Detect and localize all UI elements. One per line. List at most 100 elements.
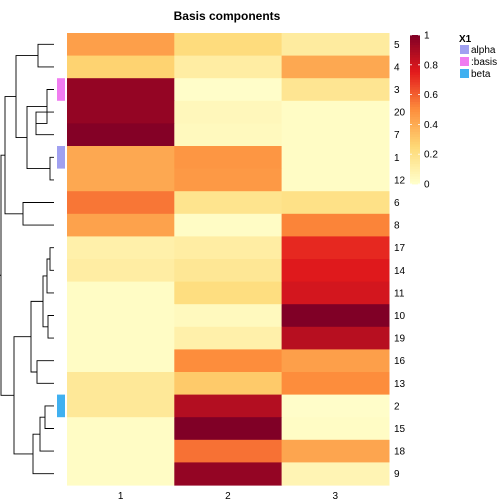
colorbar-segment xyxy=(410,35,420,38)
colorbar-segment xyxy=(410,109,420,113)
heatmap-cell-10-2 xyxy=(174,304,283,328)
heatmap-cell-12-3 xyxy=(281,168,390,192)
row-label: 20 xyxy=(394,108,406,119)
row-label: 6 xyxy=(394,198,400,209)
heatmap-cell-14-2 xyxy=(174,259,283,283)
colorbar-segment xyxy=(410,146,420,150)
row-label: 16 xyxy=(394,356,406,367)
row-annotation-track xyxy=(57,78,65,418)
colorbar-segment xyxy=(410,57,420,61)
colorbar-segment xyxy=(410,99,420,103)
colorbar-segment xyxy=(410,164,420,168)
heatmap-cell-3-2 xyxy=(174,78,283,102)
heatmap-cell-15-3 xyxy=(281,417,390,441)
heatmap-cell-9-1 xyxy=(67,462,175,486)
colorbar-segment xyxy=(410,179,420,182)
colorbar: 0 0.2 0.4 0.6 0.8 1 xyxy=(410,31,438,191)
heatmap-cell-16-3 xyxy=(281,349,390,373)
heatmap-cell-15-1 xyxy=(67,417,175,441)
colorbar-segment xyxy=(410,79,420,83)
colorbar-segment xyxy=(410,47,420,51)
colorbar-segment xyxy=(410,64,420,68)
annotation-legend-label: beta xyxy=(471,69,491,80)
heatmap-cell-8-3 xyxy=(281,213,390,237)
colorbar-segment xyxy=(410,176,420,180)
colorbar-segment xyxy=(410,144,420,148)
heatmap-cells xyxy=(67,33,390,486)
heatmap-cell-13-2 xyxy=(174,372,283,396)
row-label: 17 xyxy=(394,243,406,254)
dendrogram-branch xyxy=(0,154,14,396)
colorbar-segment xyxy=(410,126,420,130)
colorbar-segment xyxy=(410,44,420,48)
heatmap-cell-19-2 xyxy=(174,326,283,350)
annotation-legend-swatch xyxy=(460,69,469,78)
colorbar-segment xyxy=(410,59,420,63)
dendrogram-branch xyxy=(44,405,54,429)
annotation-legend-label: alpha xyxy=(471,45,496,56)
heatmap-cell-4-3 xyxy=(281,55,390,79)
colorbar-segment xyxy=(410,97,420,100)
heatmap-cell-1-2 xyxy=(174,146,283,170)
colorbar-segment xyxy=(410,161,420,165)
row-label: 19 xyxy=(394,334,406,345)
colorbar-segment xyxy=(410,124,420,128)
heatmap-cell-9-2 xyxy=(174,462,283,486)
colorbar-segment xyxy=(410,69,420,73)
row-label: 18 xyxy=(394,447,406,458)
colorbar-segment xyxy=(410,136,420,140)
colorbar-segment xyxy=(410,174,420,177)
heatmap-cell-18-3 xyxy=(281,439,390,463)
colorbar-tick-label: 0.2 xyxy=(424,150,438,161)
row-label: 1 xyxy=(394,153,400,164)
row-label: 15 xyxy=(394,424,406,435)
heatmap-cell-10-3 xyxy=(281,304,390,328)
heatmap-cell-19-3 xyxy=(281,326,390,350)
annotation-cell-beta xyxy=(57,394,65,418)
heatmap-cell-18-2 xyxy=(174,439,283,463)
colorbar-segment xyxy=(410,42,420,46)
heatmap-cell-2-1 xyxy=(67,394,175,418)
colorbar-segment xyxy=(410,116,420,120)
annotation-legend-label: :basis xyxy=(471,57,497,68)
heatmap-cell-11-1 xyxy=(67,281,175,305)
chart-title: Basis components xyxy=(174,9,281,23)
row-label: 11 xyxy=(394,288,405,299)
dendrogram-branch xyxy=(47,315,54,339)
colorbar-segment xyxy=(410,37,420,41)
heatmap-cell-7-3 xyxy=(281,123,390,147)
colorbar-tick-label: 0.8 xyxy=(424,60,438,71)
colorbar-segment xyxy=(410,104,420,108)
dendrogram-branch xyxy=(49,247,54,271)
heatmap-cell-17-1 xyxy=(67,236,175,260)
colorbar-segment xyxy=(410,129,420,133)
heatmap-cell-10-1 xyxy=(67,304,175,328)
column-label: 2 xyxy=(225,491,231,502)
row-label: 13 xyxy=(394,379,406,390)
colorbar-segment xyxy=(410,102,420,105)
annotation-cell-basis xyxy=(57,78,65,101)
colorbar-tick-label: 0.6 xyxy=(424,90,438,101)
heatmap-cell-12-2 xyxy=(174,168,283,192)
heatmap-cell-12-1 xyxy=(67,168,175,192)
colorbar-segment xyxy=(410,111,420,115)
heatmap-cell-7-1 xyxy=(67,123,175,147)
heatmap-cell-9-3 xyxy=(281,462,390,486)
heatmap-cell-14-1 xyxy=(67,259,175,283)
dendrogram-branch xyxy=(4,96,23,215)
heatmap-cell-5-3 xyxy=(281,33,390,57)
heatmap-cell-6-2 xyxy=(174,191,283,215)
heatmap-cell-6-1 xyxy=(67,191,175,215)
colorbar-segment xyxy=(410,166,420,170)
colorbar-segment xyxy=(410,87,420,91)
row-label: 7 xyxy=(394,130,400,141)
row-label: 3 xyxy=(394,85,400,96)
colorbar-tick-label: 1 xyxy=(424,31,430,42)
heatmap-cell-4-2 xyxy=(174,55,283,79)
row-dendrogram xyxy=(0,43,54,475)
colorbar-segment xyxy=(410,92,420,95)
heatmap-cell-13-1 xyxy=(67,372,175,396)
colorbar-segment xyxy=(410,119,420,123)
dendrogram-branch xyxy=(37,43,54,68)
